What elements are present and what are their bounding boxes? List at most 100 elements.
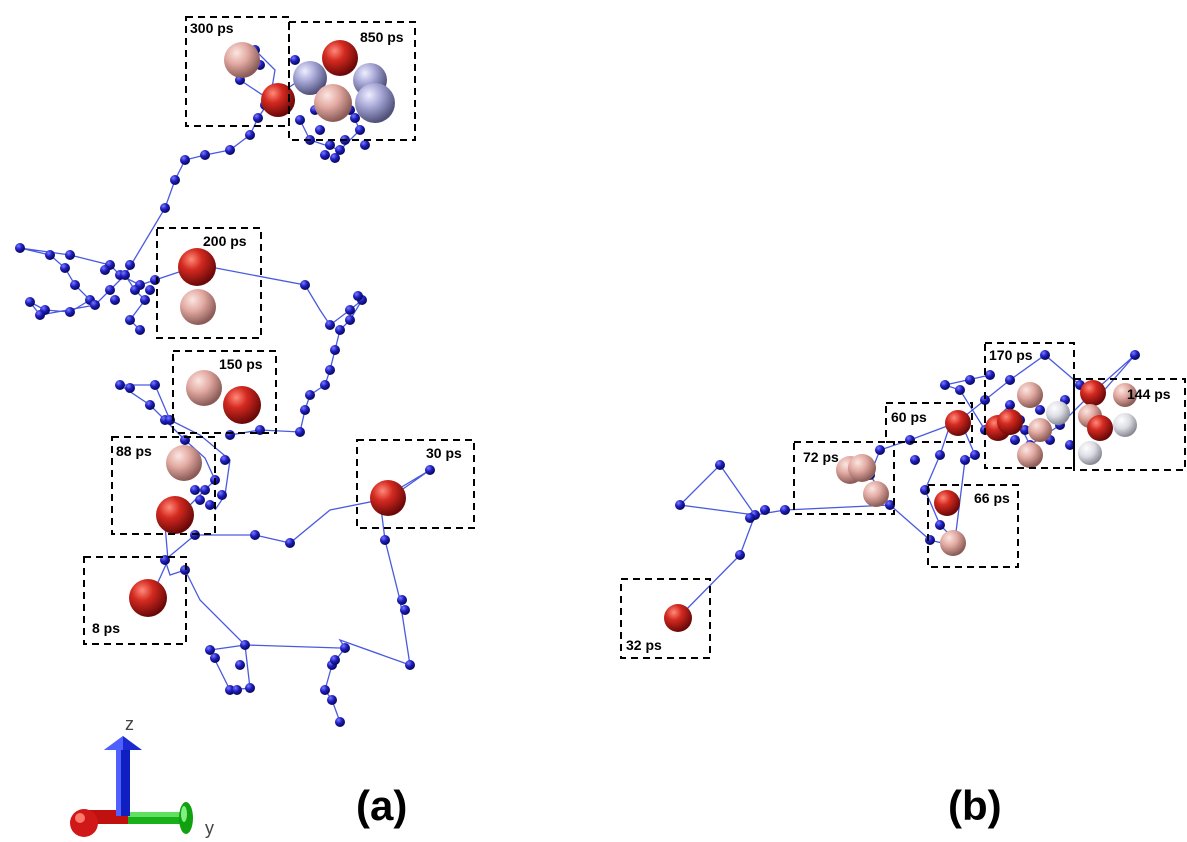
box-label-60ps: 60 ps [891, 409, 927, 425]
trajectory-node-a [195, 495, 205, 505]
trajectory-node-a [210, 653, 220, 663]
trajectory-node-a [330, 655, 340, 665]
trajectory-line-a [199, 264, 363, 436]
trajectory-node-a [295, 427, 305, 437]
box-label-170ps: 170 ps [989, 347, 1033, 363]
trajectory-node-a [130, 285, 140, 295]
trajectory-node-b [780, 505, 790, 515]
trajectory-node-a [200, 150, 210, 160]
trajectory-node-a [105, 285, 115, 295]
trajectory-nodes-b [675, 350, 1140, 560]
box-label-66ps: 66 ps [974, 490, 1010, 506]
time-box-8ps: 8 ps [83, 556, 187, 645]
time-box-144ps: 144 ps [1073, 378, 1186, 471]
time-box-72ps: 72 ps [793, 441, 895, 515]
trajectory-node-b [1035, 405, 1045, 415]
trajectory-node-a [253, 113, 263, 123]
trajectory-node-a [125, 260, 135, 270]
axis-triad: z y [70, 714, 214, 838]
trajectory-node-a [345, 305, 355, 315]
ion-sphere-lav [293, 61, 327, 95]
trajectory-node-a [65, 250, 75, 260]
trajectory-node-a [145, 400, 155, 410]
ion-sphere-red [156, 496, 194, 534]
trajectory-node-a [295, 115, 305, 125]
time-box-66ps: 66 ps [927, 484, 1019, 568]
trajectory-node-a [135, 325, 145, 335]
trajectory-node-a [232, 685, 242, 695]
trajectory-line-a [124, 49, 276, 276]
trajectory-node-a [170, 175, 180, 185]
trajectory-node-a [330, 153, 340, 163]
time-box-850ps: 850 ps [288, 21, 416, 141]
trajectory-node-b [965, 375, 975, 385]
box-label-30ps: 30 ps [426, 445, 462, 461]
ion-sphere-red [997, 409, 1023, 435]
trajectory-node-a [397, 595, 407, 605]
box-label-300ps: 300 ps [190, 20, 234, 36]
trajectory-node-a [245, 130, 255, 140]
box-label-144ps: 144 ps [1127, 386, 1171, 402]
axis-label-z: z [125, 714, 134, 734]
trajectory-node-b [1010, 435, 1020, 445]
box-label-32ps: 32 ps [626, 637, 662, 653]
trajectory-node-a [45, 250, 55, 260]
box-label-8ps: 8 ps [92, 620, 120, 636]
trajectory-node-a [320, 150, 330, 160]
trajectory-node-a [65, 307, 75, 317]
ion-spheres-a [129, 40, 406, 617]
trajectory-node-a [115, 380, 125, 390]
trajectory-node-b [1005, 400, 1015, 410]
trajectory-node-a [325, 365, 335, 375]
trajectory-node-b [1065, 440, 1075, 450]
trajectory-node-a [355, 125, 365, 135]
trajectory-node-b [1020, 425, 1030, 435]
trajectory-node-a [340, 643, 350, 653]
trajectory-node-b [935, 450, 945, 460]
ion-sphere-red [1080, 380, 1106, 406]
trajectory-node-a [190, 485, 200, 495]
trajectory-node-a [305, 390, 315, 400]
trajectory-node-a [320, 380, 330, 390]
ion-sphere-white [1078, 441, 1102, 465]
trajectory-node-a [325, 140, 335, 150]
trajectory-node-a [335, 145, 345, 155]
trajectory-node-b [1005, 375, 1015, 385]
trajectory-node-a [285, 538, 295, 548]
ion-sphere-red [178, 248, 216, 286]
trajectory-node-a [160, 203, 170, 213]
trajectory-node-a [200, 485, 210, 495]
trajectory-node-b [905, 435, 915, 445]
trajectory-node-b [875, 445, 885, 455]
ion-sphere-lav [355, 83, 395, 123]
trajectory-line-a [19, 247, 201, 331]
trajectory-node-a [120, 270, 130, 280]
trajectory-node-b [960, 455, 970, 465]
trajectory-node-a [225, 685, 235, 695]
trajectory-node-a [325, 320, 335, 330]
trajectory-node-a [400, 605, 410, 615]
box-label-150ps: 150 ps [219, 356, 263, 372]
trajectory-node-a [100, 265, 110, 275]
trajectory-node-a [225, 430, 235, 440]
trajectory-node-a [425, 465, 435, 475]
trajectory-node-a [235, 660, 245, 670]
trajectory-node-b [925, 535, 935, 545]
panel-a: 300 ps 850 ps 200 ps 150 ps 88 ps 30 ps … [15, 16, 475, 829]
trajectory-node-a [360, 140, 370, 150]
trajectory-node-a [300, 405, 310, 415]
ion-sphere-red [1087, 415, 1113, 441]
trajectory-node-a [25, 297, 35, 307]
trajectory-node-a [300, 280, 310, 290]
ion-sphere-pink [314, 84, 352, 122]
trajectory-node-b [745, 513, 755, 523]
ion-sphere-red [261, 83, 295, 117]
trajectory-node-b [910, 455, 920, 465]
ion-sphere-pink [848, 454, 876, 482]
trajectory-node-a [353, 291, 363, 301]
trajectory-node-a [150, 275, 160, 285]
axis-z-arrow [104, 736, 142, 816]
ion-sphere-pink [186, 370, 222, 406]
time-box-200ps: 200 ps [156, 227, 262, 339]
ion-sphere-pink [940, 530, 966, 556]
